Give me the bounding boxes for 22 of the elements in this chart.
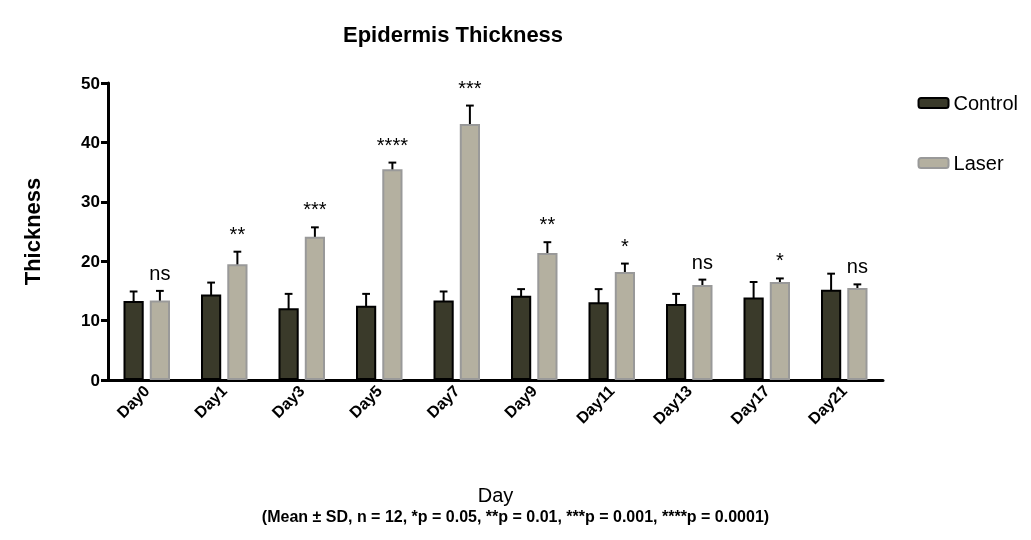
annotation: ***: [303, 198, 327, 221]
annotation: ****: [376, 133, 409, 156]
x-axis-title: Day: [477, 484, 514, 506]
y-tick-label: 40: [81, 132, 100, 152]
annotation: *: [775, 249, 784, 272]
legend-label: Laser: [953, 152, 1004, 174]
legend-label: Control: [953, 92, 1019, 114]
annotation: ns: [149, 261, 171, 284]
annotation: *: [620, 234, 629, 257]
y-tick-label: 20: [81, 251, 100, 271]
annotation: ns: [691, 250, 713, 273]
annotation: ns: [846, 255, 868, 278]
annotation: **: [539, 213, 556, 236]
y-tick-label: 30: [81, 192, 100, 212]
annotation: **: [229, 222, 246, 245]
y-axis-title: Thickness: [19, 177, 45, 286]
annotation: ***: [458, 76, 482, 99]
y-tick-label: 50: [81, 73, 100, 93]
y-tick-label: 0: [90, 370, 100, 390]
y-tick-label: 10: [81, 311, 100, 331]
chart-title: Epidermis Thickness: [343, 21, 564, 47]
text: (Mean ± SD, n = 12, *p = 0.05, **p = 0.01, ***p = 0.001, ****p = 0.0001): [261, 507, 770, 525]
